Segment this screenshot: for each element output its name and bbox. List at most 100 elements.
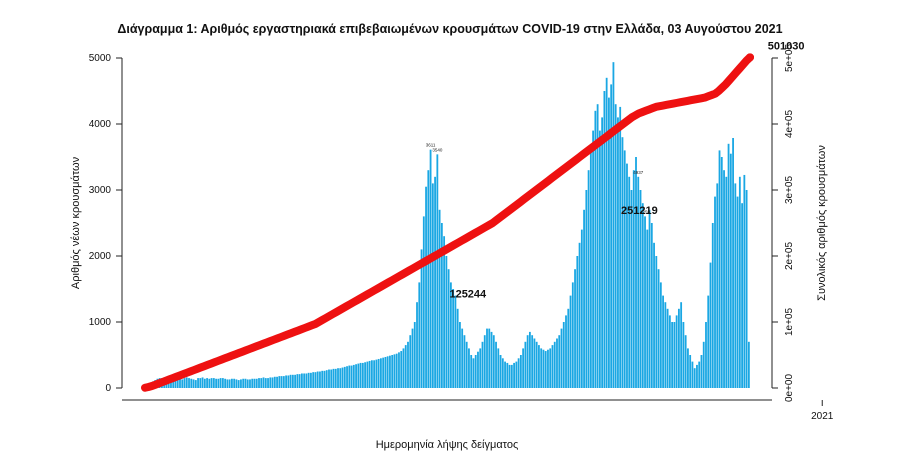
- daily-bar: [328, 369, 330, 388]
- daily-bar: [321, 370, 324, 388]
- y-tick-label: 5000: [89, 53, 112, 64]
- daily-bar: [747, 341, 750, 388]
- y-tick-label: 4000: [89, 119, 112, 130]
- daily-bar: [569, 295, 572, 388]
- daily-bar: [436, 154, 439, 388]
- daily-bar: [443, 236, 446, 388]
- x-ticks: 2021: [811, 400, 834, 422]
- daily-bar: [562, 322, 565, 388]
- daily-bar: [456, 308, 459, 388]
- daily-bar: [459, 322, 461, 388]
- bar-value-label: 3228: [778, 0, 789, 1]
- daily-bar: [427, 170, 430, 388]
- daily-bar: [499, 355, 502, 388]
- daily-bar: [508, 364, 511, 388]
- y2-tick-label: 5e+05: [784, 44, 795, 73]
- daily-bar: [226, 379, 229, 388]
- daily-bar: [237, 380, 240, 388]
- daily-bar: [635, 157, 637, 388]
- y-tick-label: 1000: [89, 317, 112, 328]
- daily-bar: [486, 328, 488, 388]
- daily-bar: [422, 216, 425, 388]
- daily-bar: [481, 341, 484, 388]
- daily-bar: [468, 348, 470, 388]
- daily-bar: [553, 341, 556, 388]
- daily-bar: [199, 378, 202, 388]
- daily-bar: [325, 370, 328, 388]
- daily-bar: [513, 362, 515, 388]
- daily-bar: [316, 371, 319, 388]
- daily-bar: [395, 353, 398, 388]
- daily-bar: [418, 282, 421, 388]
- daily-bar: [409, 335, 412, 388]
- daily-bar: [449, 282, 452, 388]
- daily-bar: [359, 362, 362, 388]
- daily-bar: [741, 203, 744, 388]
- daily-bar: [580, 229, 583, 388]
- daily-bar: [420, 249, 423, 388]
- daily-bar: [479, 348, 482, 388]
- daily-bar: [592, 130, 595, 388]
- daily-bar: [291, 374, 294, 388]
- daily-bar: [531, 335, 534, 388]
- daily-bar: [463, 335, 466, 388]
- daily-bar: [307, 372, 310, 388]
- daily-bar: [677, 308, 680, 388]
- daily-bar: [262, 377, 265, 388]
- daily-bar: [506, 362, 509, 388]
- daily-bar: [206, 378, 208, 388]
- daily-bar: [576, 256, 579, 388]
- cumulative-annotation-label: 251219: [621, 205, 658, 217]
- daily-bar: [519, 355, 522, 388]
- daily-bar: [332, 368, 335, 388]
- daily-bar: [298, 374, 301, 388]
- bar-value-label: 3540: [432, 147, 443, 152]
- daily-bar: [183, 378, 186, 388]
- daily-bar: [648, 209, 651, 388]
- daily-bar: [305, 373, 308, 388]
- daily-bar: [296, 374, 299, 388]
- daily-bar: [603, 91, 606, 388]
- daily-bar: [355, 364, 357, 388]
- daily-bar: [181, 379, 184, 388]
- daily-bar: [425, 186, 427, 388]
- daily-bar: [244, 378, 247, 388]
- daily-bar: [240, 379, 242, 388]
- daily-bar: [653, 242, 655, 388]
- daily-bar: [542, 349, 545, 388]
- daily-bar: [452, 289, 455, 388]
- daily-bar: [619, 106, 622, 388]
- daily-bar: [723, 170, 725, 388]
- daily-bar: [179, 378, 181, 388]
- daily-bar: [614, 104, 617, 388]
- daily-bar: [538, 345, 540, 388]
- y-ticks-left: 0 1000 2000 3000 4000 5000: [89, 53, 122, 394]
- daily-bar: [497, 348, 500, 388]
- daily-bar: [707, 295, 710, 388]
- daily-bar: [617, 117, 619, 389]
- daily-bar: [377, 358, 380, 388]
- daily-bar: [605, 77, 608, 389]
- daily-bar: [231, 378, 233, 388]
- daily-bar: [675, 315, 678, 388]
- daily-bar: [571, 282, 574, 388]
- daily-bar: [431, 183, 434, 388]
- daily-bar: [407, 341, 409, 388]
- daily-bar: [278, 376, 281, 388]
- daily-bar: [201, 377, 204, 388]
- daily-bar: [373, 360, 376, 388]
- y2-tick-label: 0e+00: [784, 374, 795, 403]
- daily-bar: [488, 328, 491, 388]
- daily-bar: [258, 378, 260, 388]
- daily-bar: [492, 335, 495, 388]
- daily-bar: [176, 378, 179, 388]
- cumulative-annotation-label: 501030: [768, 40, 805, 52]
- daily-bar: [510, 364, 513, 388]
- daily-bar: [192, 379, 195, 388]
- daily-bar: [736, 196, 739, 388]
- daily-bar: [343, 366, 346, 388]
- daily-bar: [598, 130, 601, 388]
- daily-bar: [556, 338, 558, 388]
- daily-bar: [565, 315, 567, 388]
